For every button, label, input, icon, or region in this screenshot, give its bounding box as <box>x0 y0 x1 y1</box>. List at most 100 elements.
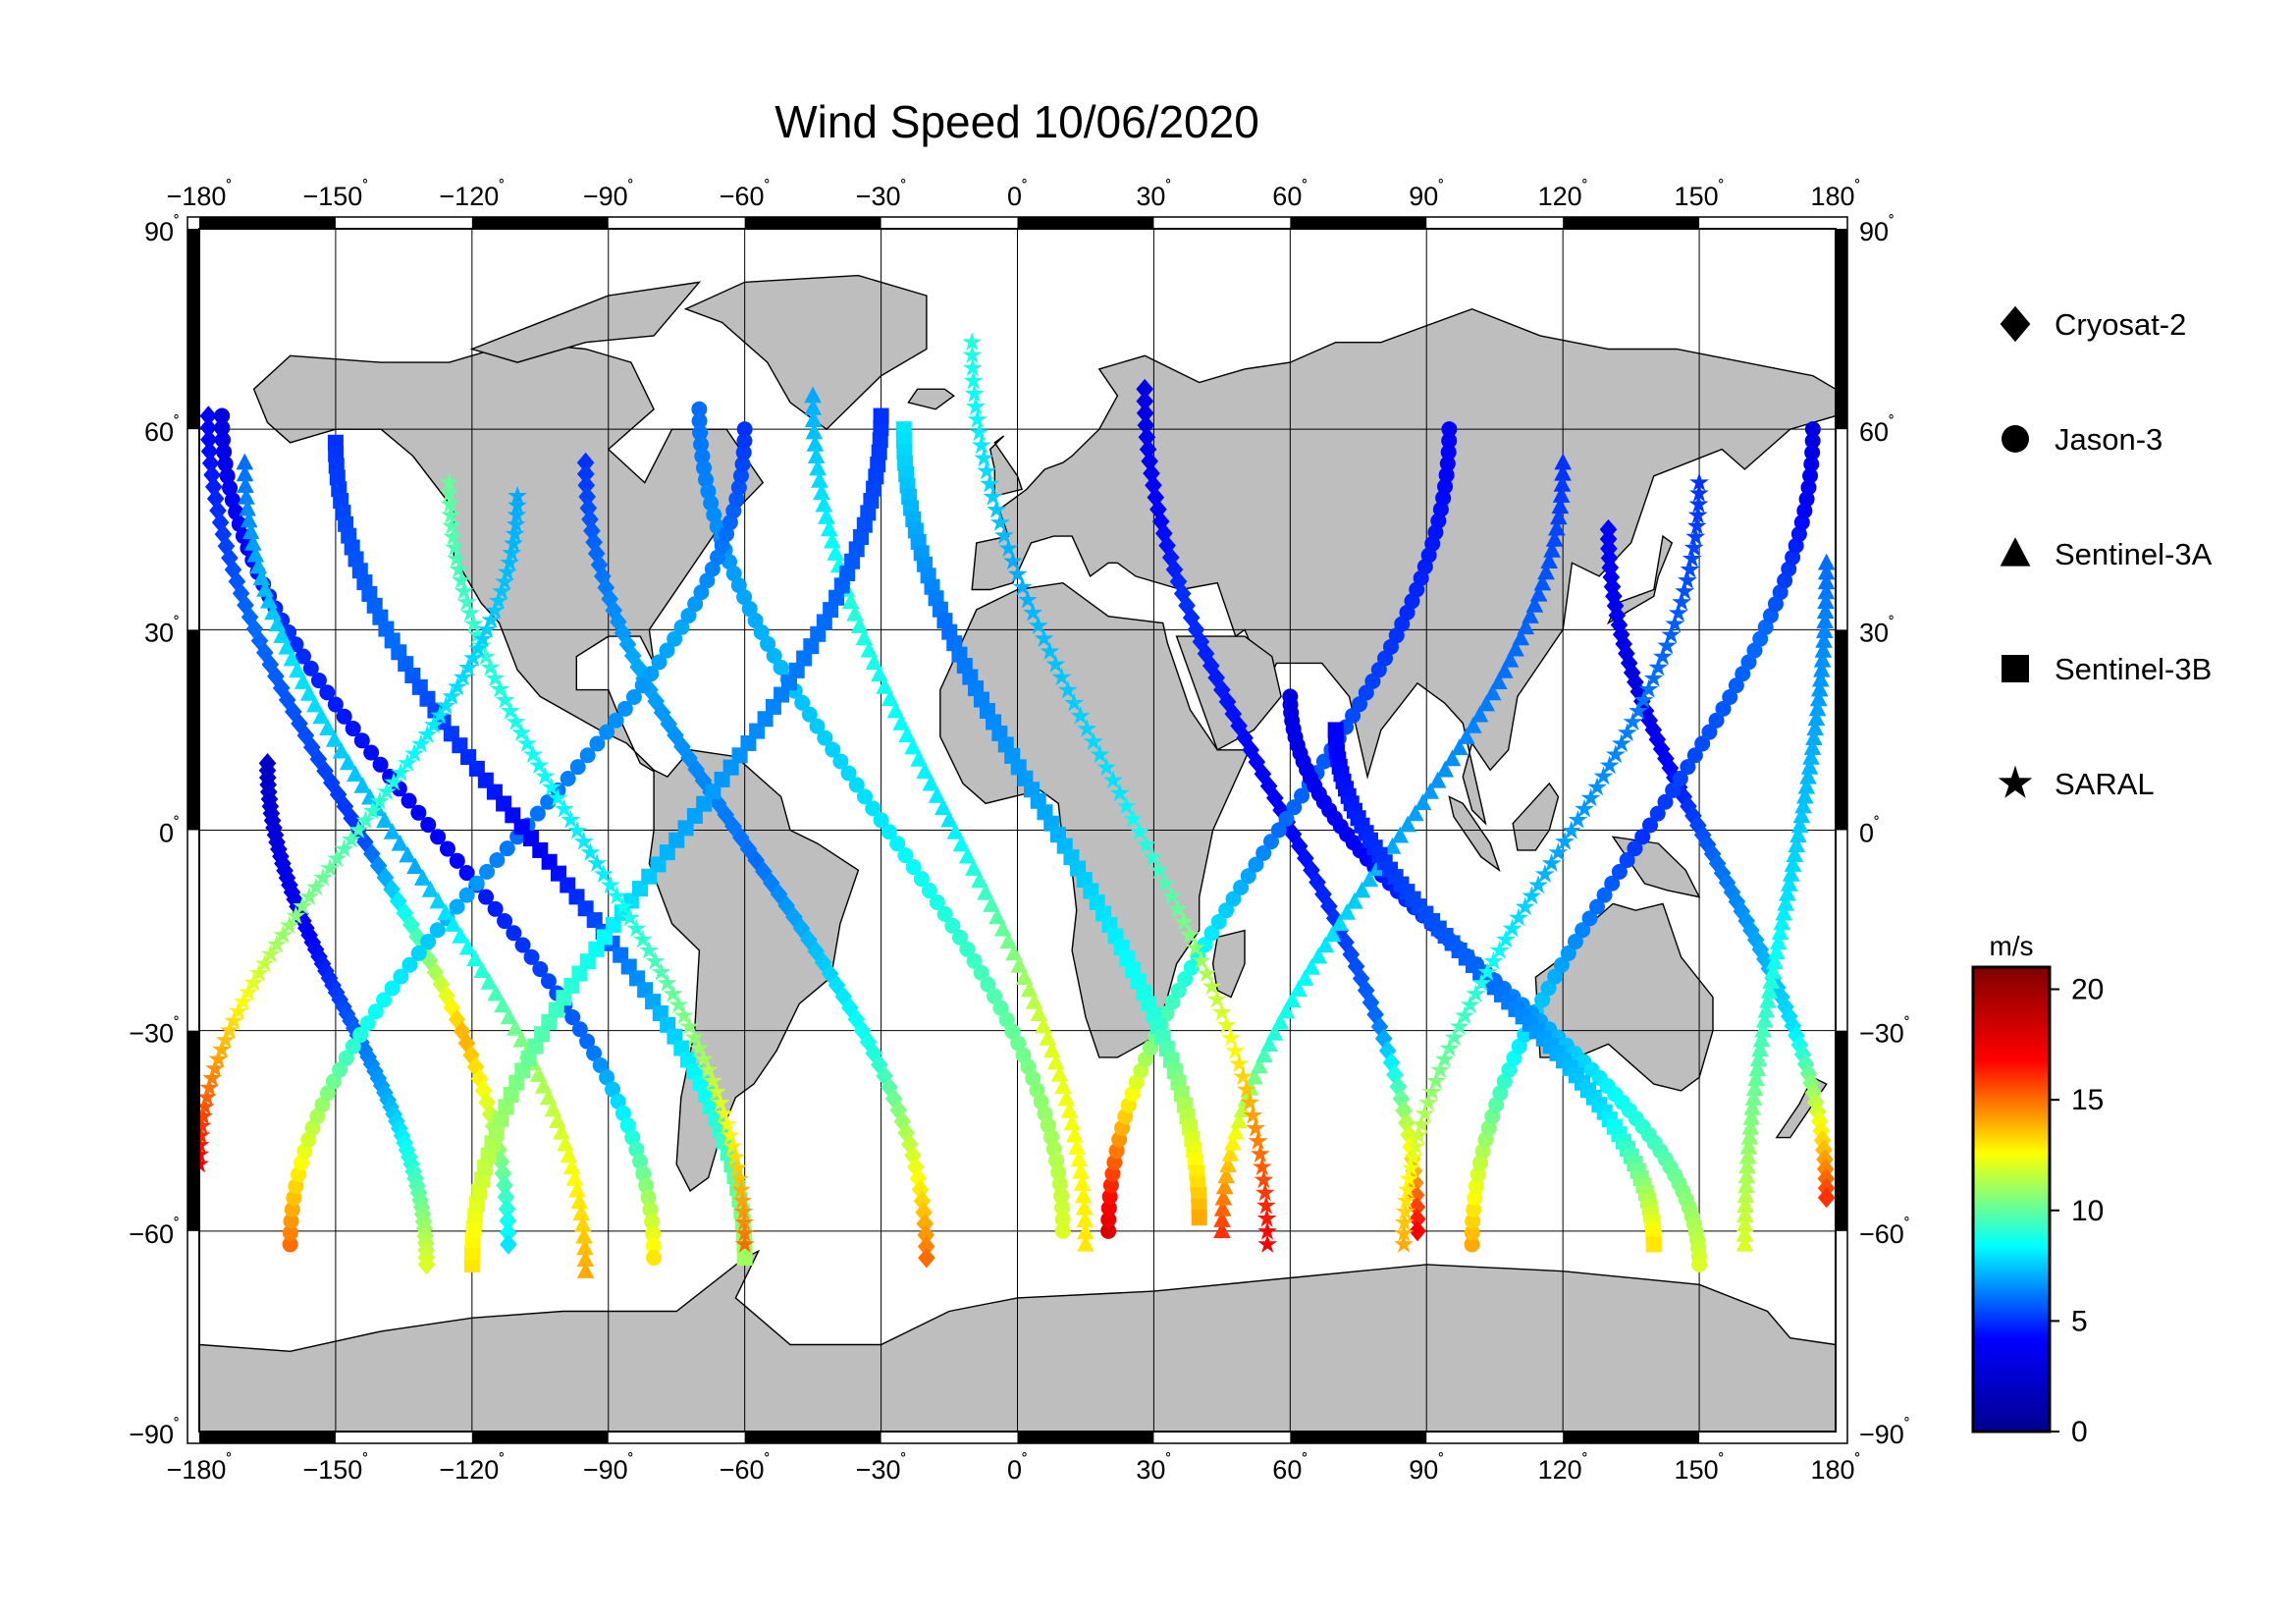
track-point <box>1042 1041 1061 1058</box>
track-point <box>1025 992 1043 1009</box>
track-point <box>1455 1005 1474 1025</box>
track-point <box>560 1146 578 1163</box>
track-point <box>1183 959 1200 976</box>
track-point <box>1436 760 1454 778</box>
track-point <box>214 523 233 545</box>
track-point <box>334 839 354 858</box>
track-point <box>1218 902 1235 919</box>
track-point <box>856 516 873 533</box>
track-point <box>393 968 409 985</box>
track-point <box>199 1154 209 1173</box>
track-point <box>1680 759 1696 776</box>
track-point <box>732 1190 753 1210</box>
track-point <box>1752 630 1769 647</box>
track-point <box>691 401 708 417</box>
map-title: Wind Speed 10/06/2020 <box>774 96 1259 147</box>
track-point <box>466 949 484 967</box>
track-point <box>319 1085 336 1102</box>
track-point <box>1468 1178 1484 1195</box>
track-point <box>229 1001 248 1020</box>
track-point <box>1441 432 1458 449</box>
track-point <box>246 545 265 563</box>
track-point <box>376 992 393 1008</box>
track-point <box>338 1050 354 1066</box>
track-point <box>921 883 937 899</box>
track-point <box>1358 684 1374 701</box>
track-point <box>993 919 1012 937</box>
track-point <box>1653 646 1673 666</box>
lon-tick-label-top: 150˚ <box>1675 178 1725 211</box>
track-point <box>1649 805 1666 822</box>
track-point <box>801 706 818 723</box>
track-point <box>1370 1016 1389 1037</box>
track-point <box>489 852 506 869</box>
track-point <box>694 1049 714 1068</box>
track-point <box>430 705 451 725</box>
track-point <box>219 467 236 484</box>
track-point <box>205 1058 225 1077</box>
track-point <box>1507 639 1524 657</box>
track-point <box>494 1163 512 1184</box>
land-eurasia <box>971 307 1836 826</box>
lon-tick-label-top: −120˚ <box>439 178 505 211</box>
lon-tick-label-top: −180˚ <box>167 178 233 211</box>
track-point <box>905 859 922 876</box>
track-point <box>267 934 287 953</box>
triangle-icon <box>2000 537 2031 567</box>
track-point <box>1005 944 1023 961</box>
track-point <box>1529 584 1548 602</box>
track-point <box>1338 903 1357 920</box>
track-point <box>687 596 704 613</box>
track-point <box>507 485 527 505</box>
track-point <box>345 1038 361 1055</box>
track-point <box>673 619 690 635</box>
track-point <box>1515 896 1535 916</box>
track-point <box>241 522 260 539</box>
track-point <box>576 1262 595 1278</box>
track-point <box>1800 479 1817 496</box>
track-point <box>1362 992 1380 1013</box>
track-point <box>1466 984 1486 1002</box>
track-point <box>1331 914 1349 931</box>
track-point <box>1399 1168 1419 1188</box>
track-point <box>367 1003 384 1020</box>
track-point <box>1034 628 1054 647</box>
track-point <box>944 917 961 934</box>
track-point <box>1396 1190 1416 1210</box>
track-point <box>1271 1012 1290 1030</box>
track-point <box>323 772 341 793</box>
track-point <box>1174 911 1194 931</box>
track-point <box>463 648 484 667</box>
track-point <box>556 990 572 1006</box>
track-point <box>1517 618 1535 635</box>
track-point <box>452 926 469 944</box>
track-point <box>684 1027 705 1047</box>
track-point <box>967 409 988 428</box>
track-point <box>1736 1186 1755 1204</box>
track-point <box>971 871 988 889</box>
track-point <box>1434 1049 1455 1068</box>
track-point <box>497 562 517 581</box>
track-point <box>594 864 614 883</box>
track-point <box>1567 934 1583 950</box>
track-point <box>496 1174 513 1196</box>
track-point <box>1815 1139 1833 1161</box>
track-point <box>567 820 587 839</box>
track-point <box>201 453 220 474</box>
track-point <box>1441 421 1458 438</box>
track-point <box>1070 705 1091 725</box>
track-point <box>506 514 526 533</box>
track-point <box>680 607 697 623</box>
land-canadian-archipelago <box>469 281 702 363</box>
track-point <box>417 1254 436 1275</box>
track-point <box>485 668 506 687</box>
track-point <box>632 929 653 948</box>
lon-tick-label-bottom: −180˚ <box>167 1451 233 1485</box>
track-point <box>1796 786 1814 804</box>
track-point <box>466 1056 485 1077</box>
track-point <box>1256 1208 1277 1227</box>
track-point <box>1219 1156 1237 1172</box>
track-point <box>1548 518 1566 536</box>
track-point <box>286 1190 302 1206</box>
track-point <box>1796 503 1813 519</box>
